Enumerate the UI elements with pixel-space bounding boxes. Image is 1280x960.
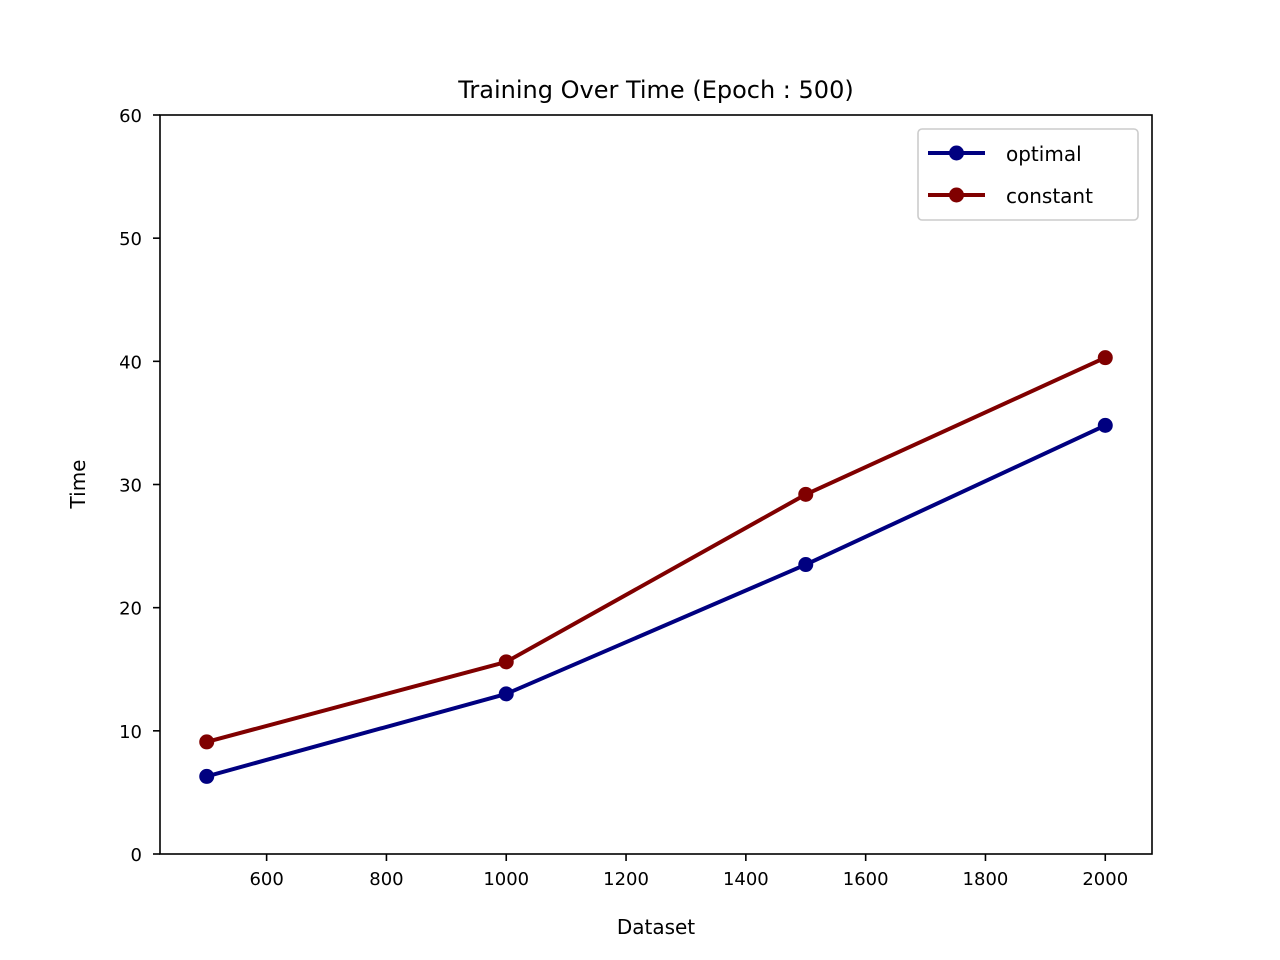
data-point-constant xyxy=(1097,350,1113,366)
legend-label-optimal: optimal xyxy=(1006,142,1082,166)
plot-background xyxy=(160,115,1152,854)
legend-marker-constant xyxy=(949,187,964,203)
legend-label-constant: constant xyxy=(1006,184,1093,208)
legend-marker-optimal xyxy=(949,145,964,161)
data-point-constant xyxy=(798,486,814,502)
x-tick-label: 1000 xyxy=(483,869,529,890)
x-tick-label: 1600 xyxy=(843,869,889,890)
chart-title: Training Over Time (Epoch : 500) xyxy=(457,76,853,104)
series-constant xyxy=(199,350,1113,750)
x-axis-ticks: 600 800 1000 1200 1400 1600 1800 2000 xyxy=(249,854,1128,890)
data-point-constant xyxy=(498,654,514,670)
x-tick-label: 800 xyxy=(369,869,403,890)
y-tick-label: 0 xyxy=(131,845,142,866)
x-tick-label: 2000 xyxy=(1082,869,1128,890)
legend: optimal constant xyxy=(917,128,1139,221)
data-point-constant xyxy=(199,734,215,750)
y-tick-label: 50 xyxy=(119,229,142,250)
y-tick-label: 30 xyxy=(119,476,142,497)
x-tick-label: 1800 xyxy=(963,869,1009,890)
series-layer xyxy=(199,350,1113,784)
x-tick-label: 1200 xyxy=(603,869,649,890)
y-tick-label: 10 xyxy=(119,722,142,743)
series-optimal xyxy=(199,417,1113,784)
data-point-optimal xyxy=(498,686,514,702)
x-axis-label: Dataset xyxy=(617,915,695,939)
series-line-optimal xyxy=(204,422,1108,779)
plot-area xyxy=(160,115,1152,854)
x-tick-label: 1400 xyxy=(723,869,769,890)
plot-frame xyxy=(159,114,1153,855)
y-axis-label: Time xyxy=(66,460,90,510)
data-point-optimal xyxy=(199,768,215,784)
y-tick-label: 40 xyxy=(119,352,142,373)
y-axis-ticks: 0 10 20 30 40 50 60 xyxy=(119,106,160,866)
data-point-optimal xyxy=(798,557,814,573)
data-point-optimal xyxy=(1097,417,1113,433)
y-tick-label: 20 xyxy=(119,599,142,620)
series-line-constant xyxy=(204,354,1108,745)
y-tick-label: 60 xyxy=(119,106,142,127)
x-tick-label: 600 xyxy=(249,869,283,890)
